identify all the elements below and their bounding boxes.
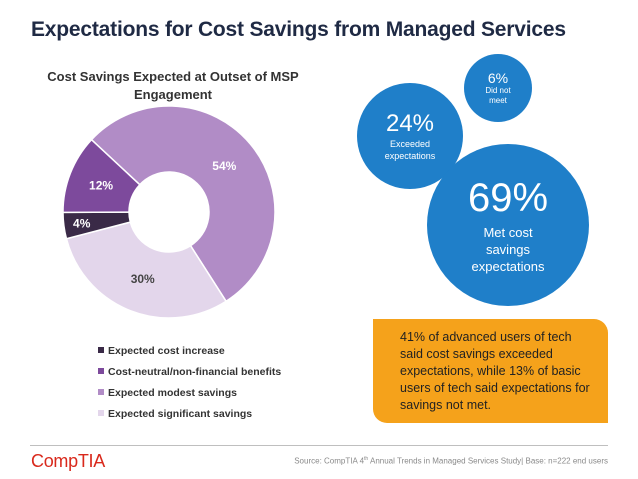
bubble-met: 69% Met cost savings expectations (427, 144, 589, 306)
legend-swatch (98, 368, 104, 374)
bubble-value: 24% (385, 110, 435, 137)
footer-divider (30, 445, 608, 446)
data-label: 30% (131, 272, 155, 286)
bubble-label: Met cost savings expectations (471, 224, 545, 274)
source-suffix: Annual Trends in Managed Services Study|… (368, 456, 608, 466)
legend-item-expected-cost-increase: Expected cost increase (98, 345, 225, 357)
legend-item-significant-savings: Expected significant savings (98, 408, 252, 420)
data-label: 54% (212, 159, 236, 173)
data-label: 4% (73, 216, 91, 230)
slice-significant-savings (65, 221, 228, 319)
legend-item-modest-savings: Expected modest savings (98, 387, 237, 399)
legend-swatch (98, 347, 104, 353)
chart-title: Cost Savings Expected at Outset of MSP E… (47, 69, 299, 102)
source-note: Source: CompTIA 4th Annual Trends in Man… (294, 456, 608, 466)
slice-modest-savings (90, 105, 276, 303)
callout-box: 41% of advanced users of tech said cost … (373, 319, 608, 423)
legend-label: Expected significant savings (108, 408, 253, 420)
slice-cost-neutral (62, 138, 141, 214)
legend-label: Expected cost increase (108, 345, 225, 357)
data-label: 12% (89, 178, 113, 192)
source-prefix: Source: CompTIA 4 (294, 456, 365, 466)
legend-swatch (98, 389, 104, 395)
bubble-value: 69% (467, 175, 549, 220)
comptia-logo: CompTIA (31, 451, 105, 471)
source-superscript: th (364, 456, 369, 462)
legend-label: Expected modest savings (108, 387, 237, 399)
legend-item-cost-neutral: Cost-neutral/non-financial benefits (98, 366, 281, 378)
legend-swatch (98, 410, 104, 416)
bubble-label: Exceeded expectations (384, 139, 436, 161)
legend-label: Cost-neutral/non-financial benefits (108, 366, 282, 378)
page-title: Expectations for Cost Savings from Manag… (31, 18, 566, 41)
bubble-exceeded: 24% Exceeded expectations (357, 83, 463, 189)
bubble-did-not-meet: 6% Did not meet (464, 54, 532, 122)
bubble-label: Did not meet (485, 86, 511, 105)
bubble-value: 6% (487, 70, 509, 86)
